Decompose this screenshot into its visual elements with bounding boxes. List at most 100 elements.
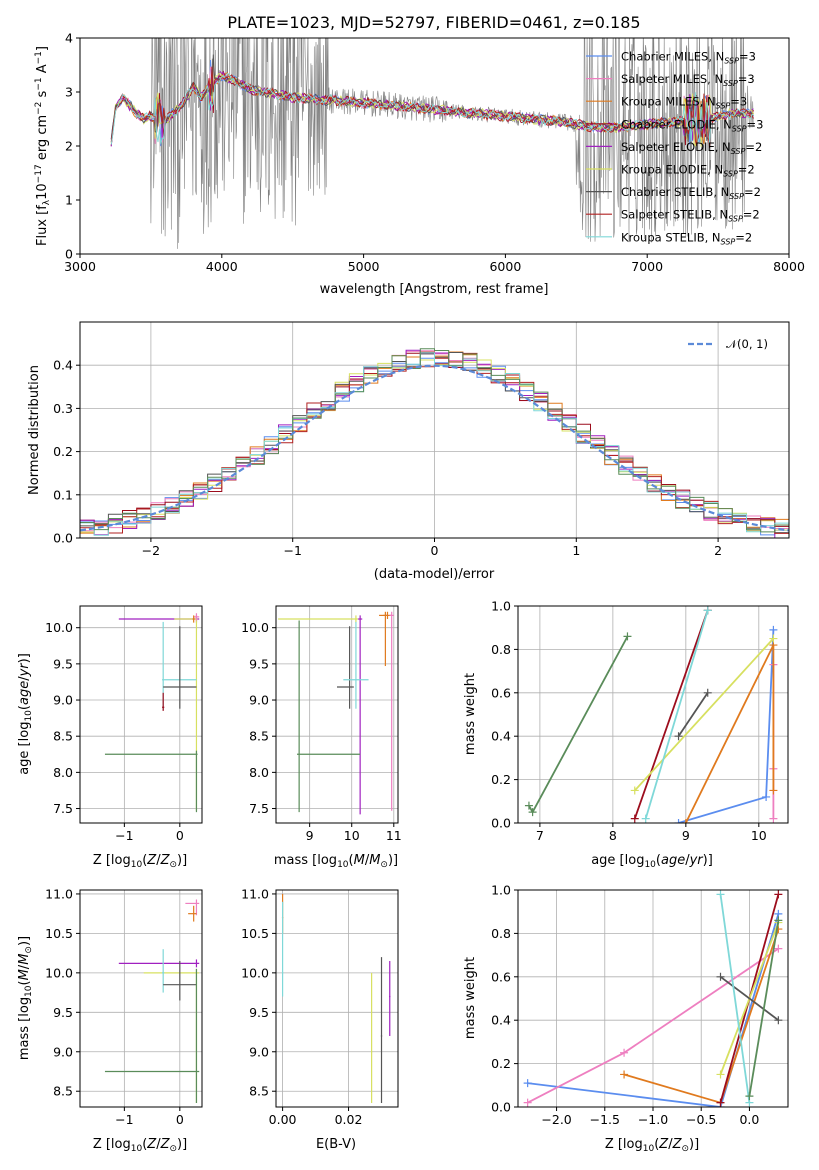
mass-vs-Z-ytick-label: 10.5: [45, 926, 73, 941]
model-fit-line: [110, 72, 754, 145]
residuals-ylabel: Normed distribution: [27, 365, 42, 495]
mass-vs-EBV-area: [281, 893, 391, 1104]
weight-vs-Z-xtick-label: −0.5: [686, 1112, 716, 1127]
weight-vs-age-area: [524, 606, 778, 823]
legend-label: Kroupa MILES, NSSP=3: [621, 95, 747, 111]
weight-vs-age-ytick-label: 1.0: [491, 599, 511, 614]
weight-vs-age-xtick-label: 10: [751, 828, 767, 843]
age-vs-Z-ytick-label: 9.0: [53, 693, 73, 708]
mass-vs-EBV-ytick-label: 9.5: [249, 1005, 269, 1020]
age-vs-Z-ytick-label: 7.5: [53, 801, 73, 816]
weight-Z-point: [716, 1098, 725, 1107]
weight-age-point: [762, 792, 771, 801]
residuals-xlabel: (data-model)/error: [374, 567, 495, 582]
age-vs-mass-ytick-label: 7.5: [249, 801, 269, 816]
spectrum-xtick-label: 7000: [631, 259, 663, 274]
residuals-area: [80, 348, 789, 538]
mass-vs-Z-ytick-label: 8.5: [53, 1084, 73, 1099]
age-vs-Z-xtick-label: 0: [176, 828, 184, 843]
weight-age-series-line: [677, 692, 709, 737]
weight-age-point: [630, 814, 639, 823]
legend-label: Kroupa ELODIE, NSSP=2: [621, 163, 755, 179]
weight-vs-Z-plot: −2.0 −1.5 −1.0 −0.5 0.0 0.0 0.2 0.4 0.6 0.8 1.0: [491, 883, 789, 1127]
spectrum-xtick-label: 8000: [773, 259, 805, 274]
weight-vs-age-xtick-label: 8: [609, 828, 617, 843]
age-vs-mass-area: [278, 611, 394, 815]
age-vs-Z-xtick-label: −1: [115, 828, 133, 843]
weight-Z-point: [716, 890, 725, 899]
weight-age-point: [630, 786, 639, 795]
gaussian-curve: [80, 364, 789, 532]
mass-vs-Z-ytick-label: 9.0: [53, 1044, 73, 1059]
weight-age-point: [641, 814, 650, 823]
mass-vs-EBV-xtick-label: 0.02: [335, 1112, 363, 1127]
mass-vs-EBV-frame: [275, 889, 399, 1108]
weight-vs-Z-ytick-label: 1.0: [491, 883, 511, 898]
age-vs-Z-xlabel: Z [log10(Z/Z⊙)]: [93, 853, 187, 870]
weight-Z-series-line: [748, 920, 780, 1097]
residuals-xtick-label: 1: [572, 543, 580, 558]
model-fit-line: [110, 54, 754, 143]
weight-age-point: [524, 801, 533, 810]
residuals-xtick-label: 0: [431, 543, 439, 558]
age-vs-Z-ylabel: age [log10(age/yr)]: [17, 653, 34, 775]
weight-vs-age-ytick-label: 0.4: [491, 729, 511, 744]
residuals-xtick-label: 2: [714, 543, 722, 558]
weight-Z-point: [620, 1048, 629, 1057]
mass-vs-Z-ytick-label: 10.0: [45, 965, 73, 980]
spectrum-area: [110, 38, 754, 249]
age-vs-mass-plot: 9 10 11 7.5 8.0 8.5 9.0 9.5 10.0: [241, 605, 402, 843]
weight-Z-point: [523, 1079, 532, 1088]
mass-vs-Z-xtick-label: −1: [115, 1112, 133, 1127]
mass-vs-EBV-plot: 0.00 0.02 8.5 9.0 9.5 10.0 10.5 11.0: [241, 886, 399, 1127]
weight-Z-series-line: [719, 894, 751, 1103]
spectrum-xlabel: wavelength [Angstrom, rest frame]: [320, 282, 549, 297]
mass-vs-EBV-ytick-label: 11.0: [241, 886, 269, 901]
spectrum-xtick-label: 4000: [206, 259, 238, 274]
mass-vs-EBV-ytick-label: 9.0: [249, 1044, 269, 1059]
weight-vs-Z-frame: [517, 889, 789, 1108]
spectrum-ytick-label: 2: [65, 139, 73, 154]
weight-vs-age-xlabel: age [log10(age/yr)]: [591, 853, 713, 870]
gaussian-legend-label: 𝒩(0, 1): [726, 337, 768, 351]
mass-vs-Z-area: [104, 899, 200, 1104]
weight-Z-point: [774, 890, 783, 899]
weight-vs-age-ytick-label: 0.8: [491, 642, 511, 657]
weight-vs-Z-area: [523, 890, 783, 1107]
residuals-ytick-label: 0.3: [53, 401, 73, 416]
mass-vs-EBV-ytick-label: 10.0: [241, 965, 269, 980]
spectrum-xtick-label: 5000: [348, 259, 380, 274]
weight-vs-age-xtick-label: 7: [536, 828, 544, 843]
weight-vs-age-plot: 7 8 9 10 0.0 0.2 0.4 0.6 0.8 1.0: [491, 599, 789, 843]
mass-vs-EBV-ytick-label: 8.5: [249, 1084, 269, 1099]
mass-vs-EBV-xtick-label: 0.00: [269, 1112, 297, 1127]
legend-label: Chabrier MILES, NSSP=3: [621, 50, 756, 66]
weight-age-point: [703, 688, 712, 697]
mass-vs-Z-ytick-label: 11.0: [45, 886, 73, 901]
legend-label: Chabrier ELODIE, NSSP=3: [621, 117, 763, 133]
age-vs-Z-ytick-label: 9.5: [53, 656, 73, 671]
age-vs-Z-ytick-label: 8.0: [53, 765, 73, 780]
weight-vs-age-ylabel: mass weight: [463, 673, 478, 755]
legend-label: Kroupa STELIB, NSSP=2: [621, 230, 752, 246]
mass-vs-EBV-ytick-label: 10.5: [241, 926, 269, 941]
age-vs-Z-plot: −1 0 7.5 8.0 8.5 9.0 9.5 10.0: [45, 605, 203, 843]
spectrum-plot: [110, 38, 754, 249]
weight-vs-Z-ytick-label: 0.2: [491, 1056, 511, 1071]
weight-age-point: [703, 606, 712, 615]
residuals-ytick-label: 0.2: [53, 444, 73, 459]
weight-vs-Z-xlabel: Z [log10(Z/Z⊙)]: [605, 1137, 699, 1154]
age-vs-Z-ytick-label: 8.5: [53, 729, 73, 744]
weight-age-point: [769, 625, 778, 634]
age-vs-mass-xlabel: mass [log10(M/M⊙)]: [274, 853, 398, 870]
spectrum-legend: Chabrier MILES, NSSP=3 Salpeter MILES, NS…: [586, 50, 763, 246]
weight-vs-age-ytick-label: 0.0: [491, 816, 511, 831]
mass-vs-EBV-xlabel: E(B-V): [316, 1137, 356, 1152]
age-vs-mass-ytick-label: 9.0: [249, 693, 269, 708]
residuals-ytick-label: 0.4: [53, 358, 73, 373]
legend-label: Salpeter ELODIE, NSSP=2: [621, 140, 762, 156]
age-vs-Z-ytick-label: 10.0: [45, 620, 73, 635]
spectrum-xtick-label: 6000: [489, 259, 521, 274]
weight-age-point: [681, 819, 690, 823]
